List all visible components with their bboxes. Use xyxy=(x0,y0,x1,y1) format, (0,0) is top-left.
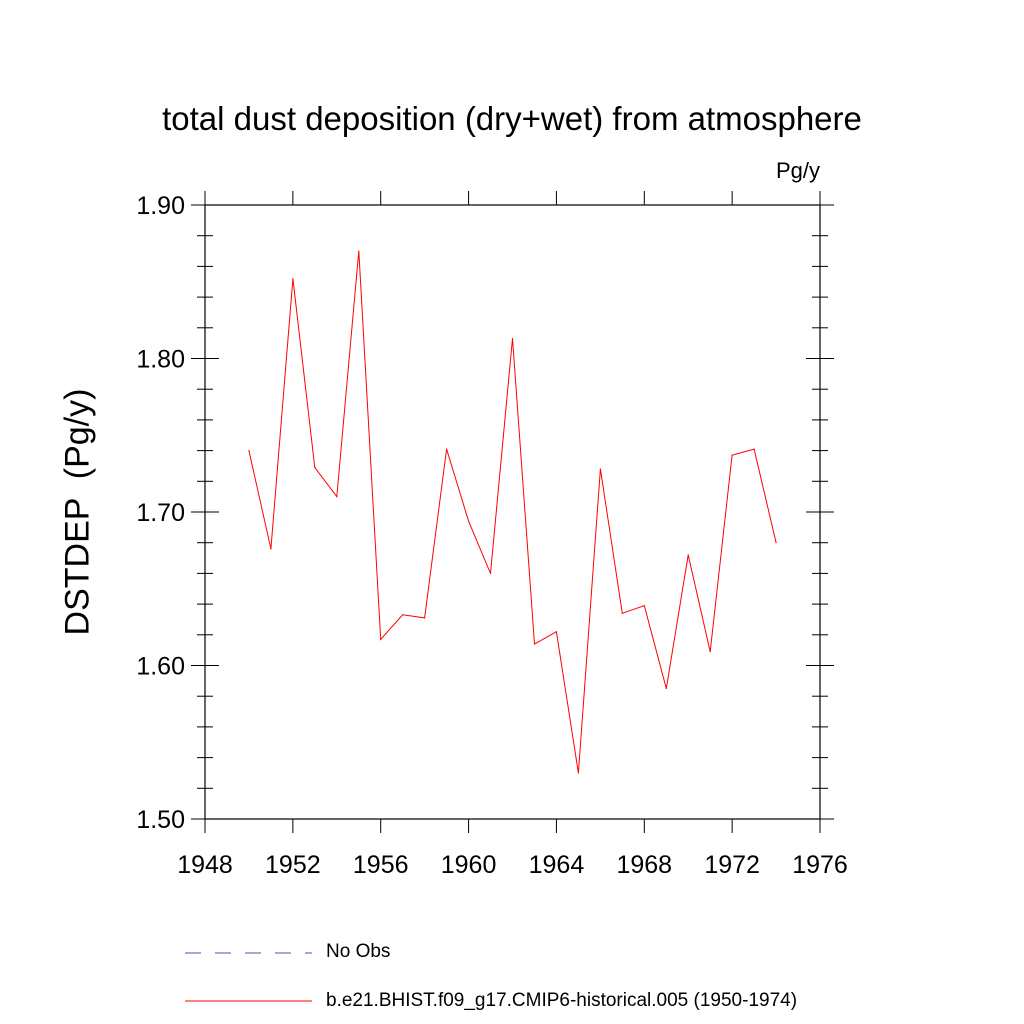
y-tick-label: 1.70 xyxy=(136,499,185,527)
legend xyxy=(185,952,312,1002)
data-point xyxy=(270,548,272,550)
series-line-model xyxy=(248,250,777,773)
data-point xyxy=(248,450,250,452)
data-point xyxy=(336,496,338,498)
data-point xyxy=(380,638,382,641)
data-point xyxy=(709,651,711,653)
data-point xyxy=(292,278,294,280)
data-point xyxy=(314,466,316,469)
legend-label-model: b.e21.BHIST.f09_g17.CMIP6-historical.005… xyxy=(326,990,798,1011)
data-point xyxy=(775,542,777,544)
plot-frame xyxy=(204,204,821,820)
data-point xyxy=(665,687,667,690)
data-point xyxy=(424,617,426,619)
x-tick-label: 1956 xyxy=(353,851,409,879)
x-tick-label: 1952 xyxy=(265,851,321,879)
data-point xyxy=(467,520,470,522)
data-point xyxy=(533,643,536,645)
y-tick-label: 1.50 xyxy=(136,806,185,834)
data-point xyxy=(643,605,645,607)
x-tick-label: 1972 xyxy=(704,851,760,879)
data-point xyxy=(687,554,689,556)
series-layer xyxy=(248,250,777,774)
x-tick-label: 1968 xyxy=(616,851,672,879)
data-point xyxy=(731,454,733,456)
units-label: Pg/y xyxy=(775,158,820,183)
data-point xyxy=(555,631,558,633)
data-point xyxy=(402,614,404,616)
data-point xyxy=(511,337,514,340)
x-tick-label: 1976 xyxy=(792,851,848,879)
axes xyxy=(204,204,821,820)
data-point xyxy=(358,250,360,252)
x-tick-label: 1948 xyxy=(177,851,233,879)
data-point xyxy=(753,448,755,450)
x-tick-label: 1964 xyxy=(529,851,585,879)
data-point xyxy=(621,612,623,614)
x-tick-label: 1960 xyxy=(441,851,497,879)
data-point xyxy=(446,448,448,450)
data-point xyxy=(489,572,492,575)
chart-title: total dust deposition (dry+wet) from atm… xyxy=(162,100,862,137)
legend-label-no-obs: No Obs xyxy=(326,941,391,962)
data-point xyxy=(599,468,601,470)
data-point xyxy=(577,772,579,774)
ticks: 1948 1952 1956 1960 1964 1968 1972 1976 1.50 1.60… xyxy=(136,191,848,879)
y-tick-label: 1.60 xyxy=(136,653,185,681)
y-tick-label: 1.90 xyxy=(136,192,185,220)
y-tick-label: 1.80 xyxy=(136,346,185,374)
